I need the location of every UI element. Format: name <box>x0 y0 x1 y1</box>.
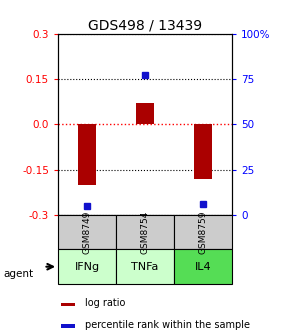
Text: log ratio: log ratio <box>85 298 125 308</box>
Title: GDS498 / 13439: GDS498 / 13439 <box>88 18 202 33</box>
Bar <box>58 249 116 284</box>
Text: percentile rank within the sample: percentile rank within the sample <box>85 320 250 330</box>
Text: IL4: IL4 <box>195 262 211 272</box>
Bar <box>174 249 232 284</box>
Bar <box>116 215 174 249</box>
Bar <box>174 215 232 249</box>
Text: TNFa: TNFa <box>131 262 159 272</box>
Text: GSM8749: GSM8749 <box>82 211 92 254</box>
Bar <box>136 103 154 124</box>
Bar <box>116 249 174 284</box>
Text: GSM8759: GSM8759 <box>198 211 208 254</box>
Bar <box>58 215 116 249</box>
Text: GSM8754: GSM8754 <box>140 211 150 254</box>
Bar <box>61 302 75 306</box>
Text: IFNg: IFNg <box>75 262 99 272</box>
Bar <box>78 124 96 185</box>
Bar <box>61 324 75 328</box>
Text: agent: agent <box>3 269 33 279</box>
Bar <box>194 124 212 179</box>
